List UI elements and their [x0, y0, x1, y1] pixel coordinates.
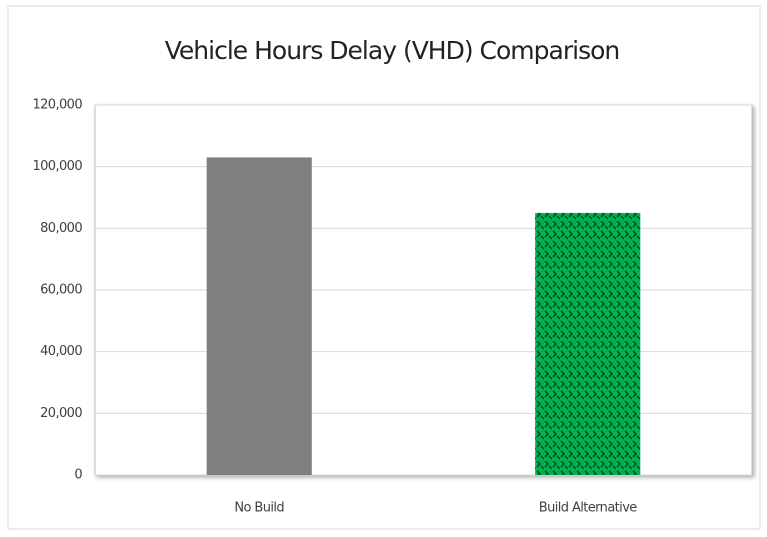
bar [206, 157, 312, 475]
y-tick-label: 60,000 [40, 283, 82, 298]
chart-title: Vehicle Hours Delay (VHD) Comparison [165, 36, 619, 65]
y-tick-label: 40,000 [40, 344, 82, 359]
bar-pattern [535, 212, 641, 475]
y-tick-label: 80,000 [40, 221, 82, 236]
y-tick-label: 20,000 [40, 406, 82, 421]
y-tick-label: 120,000 [32, 98, 82, 113]
y-tick-label: 0 [74, 468, 82, 483]
y-tick-label: 100,000 [32, 159, 82, 174]
x-tick-label: Build Alternative [539, 501, 637, 516]
x-tick-label: No Build [234, 501, 284, 516]
